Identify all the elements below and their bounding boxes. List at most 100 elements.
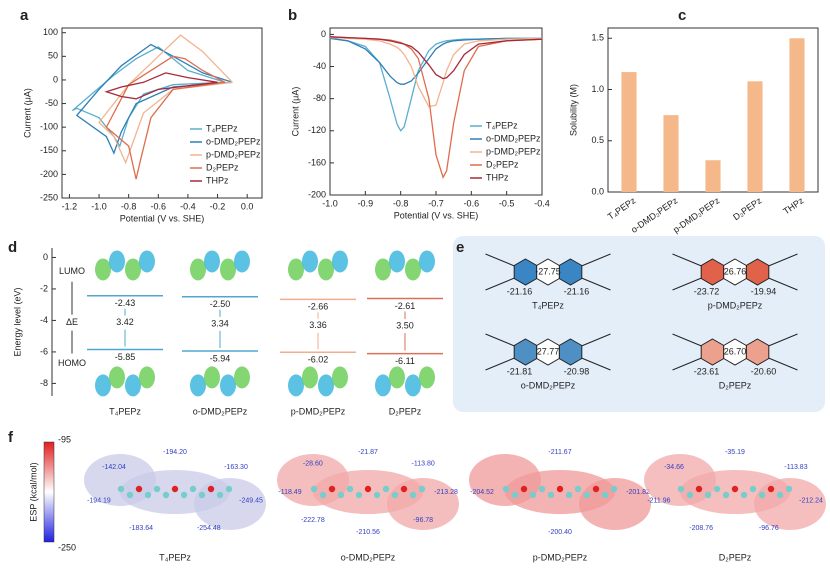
x-tick-label: -0.2 [210,201,226,211]
bar [705,160,721,192]
esp-value: -142.04 [102,464,126,471]
esp-value: -249.45 [239,498,263,505]
atom [216,491,224,499]
x-tick-label: -0.8 [121,201,137,211]
atom [310,485,318,493]
bar [663,115,679,192]
esp-right: -19.94 [751,286,777,296]
atom [409,491,417,499]
atom [776,491,784,499]
molecule-name: p-DMD₂PEPz [533,552,588,562]
substituent-bond [581,277,611,291]
x-tick-label: -1.0 [91,201,107,211]
orbital-lobe [204,250,220,273]
orbital-lobe [95,374,111,397]
esp-value: -21.87 [358,449,378,456]
panel-label: b [288,7,297,24]
orbital-lobe [109,250,125,273]
y-tick-label: 1.0 [591,84,604,94]
esp-value: -213.28 [434,489,458,496]
legend-label: THPz [486,172,509,182]
atom [364,485,372,493]
atom [511,491,519,499]
atom [418,485,426,493]
orbital-lobe [332,250,348,273]
esp-value: -163.30 [224,464,248,471]
orbital-lobe [419,250,435,273]
atom [135,485,143,493]
esp-value: -208.76 [689,525,713,532]
orbital-lobe [95,258,111,281]
gap-value: 3.42 [116,317,134,327]
substituent-bond [581,333,611,347]
atom [328,485,336,493]
atom [391,491,399,499]
atom [749,485,757,493]
atom [346,485,354,493]
orbital-lobe [125,258,141,281]
y-tick-label: -4 [40,315,48,325]
x-axis-label: Potential (V vs. SHE) [394,210,479,220]
legend-label: o-DMD₂PEPz [206,136,261,146]
esp-value: -200.40 [548,529,572,536]
molecule-name: o-DMD₂PEPz [521,380,576,390]
esp-center: -27.75 [535,266,561,276]
series-line [329,36,543,80]
substituent-bond [768,357,798,371]
esp-left: -21.81 [507,366,533,376]
y-tick-label: -250 [40,192,58,202]
esp-value: -211.67 [548,449,571,456]
orbital-lobe [288,258,304,281]
esp-value: -222.78 [301,517,325,524]
atom [583,491,591,499]
x-tick-label: -0.4 [534,198,550,208]
x-tick-label: -0.4 [180,201,196,211]
y-tick-label: -100 [40,122,58,132]
esp-center: 27.77 [537,346,560,356]
atom [538,485,546,493]
x-tick-label: -1.0 [322,198,338,208]
esp-value: -201.82 [626,489,650,496]
orbital-lobe [302,366,318,389]
molecule-name: p-DMD₂PEPz [291,406,346,416]
orbital-lobe [220,258,236,281]
atom [337,491,345,499]
atom [373,491,381,499]
colorbar-min: -250 [58,542,76,552]
legend-label: D₂PEPz [206,162,239,172]
x-tick-label: THPz [781,195,806,216]
x-tick-label: 0.0 [241,201,254,211]
y-tick-label: -200 [40,169,58,179]
molecule-name: D₂PEPz [389,406,422,416]
legend-label: D₂PEPz [486,159,519,169]
panel-label: d [8,239,17,256]
ring [723,338,747,366]
orbital-lobe [125,374,141,397]
atom [767,485,775,493]
y-tick-label: -120 [308,125,326,135]
y-axis-label: Energy level (eV) [12,287,22,356]
molecule-name: o-DMD₂PEPz [193,406,248,416]
orbital-lobe [318,258,334,281]
series-line [329,36,543,108]
substituent-bond [768,277,798,291]
y-tick-label: 0 [43,252,48,262]
atom [713,485,721,493]
gap-label: ΔE [66,317,78,327]
ring [536,338,560,366]
molecule-name: D₂PEPz [719,552,752,562]
gap-value: 3.36 [309,320,327,330]
orbital-lobe [375,258,391,281]
atom [574,485,582,493]
y-tick-label: 100 [43,27,58,37]
atom [153,485,161,493]
substituent-bond [768,253,798,267]
esp-left: -21.16 [507,286,533,296]
atom [677,485,685,493]
esp-value: -254.48 [197,525,221,532]
molecule-name: T₄PEPz [532,300,564,310]
esp-value: -183.64 [129,525,153,532]
atom [189,485,197,493]
atom [162,491,170,499]
